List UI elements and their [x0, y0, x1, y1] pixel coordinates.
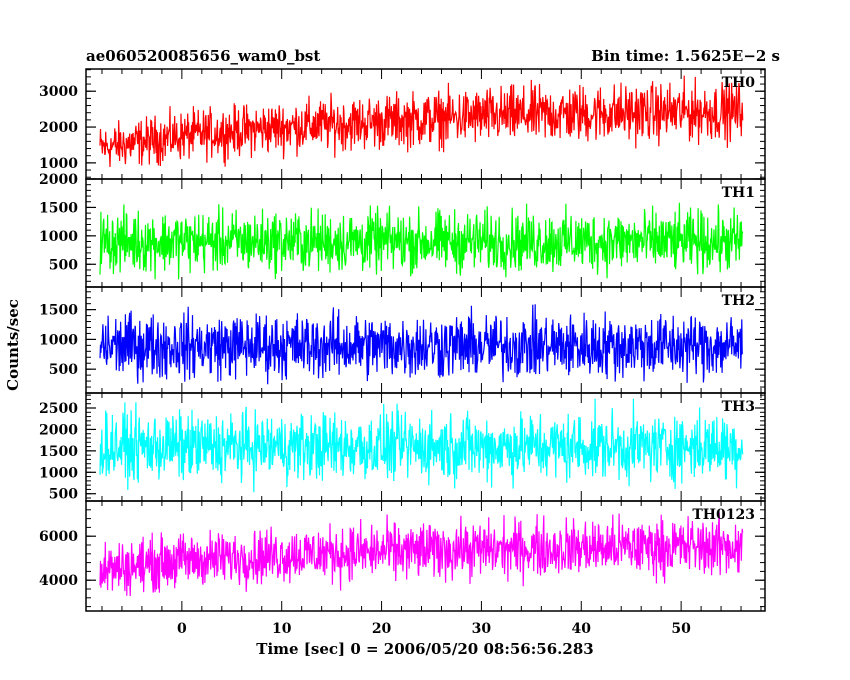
y-tick-label: 500 — [49, 257, 78, 273]
y-tick-label: 500 — [49, 362, 78, 378]
x-tick-label: 10 — [272, 621, 292, 637]
y-tick-label: 1000 — [39, 332, 78, 348]
y-tick-label: 1000 — [39, 465, 78, 481]
y-tick-label: 1500 — [39, 303, 78, 319]
series-line-th1 — [99, 202, 744, 280]
series-line-th2 — [99, 304, 744, 385]
series-line-th3 — [99, 398, 744, 493]
panel-label-th3: TH3 — [722, 399, 755, 415]
y-tick-label: 4000 — [39, 573, 78, 589]
y-tick-label: 6000 — [39, 529, 78, 545]
panel-label-th0: TH0 — [722, 75, 756, 91]
y-tick-label: 1000 — [39, 156, 78, 172]
y-tick-label: 1500 — [39, 444, 78, 460]
series-line-th0123 — [99, 512, 744, 597]
panel-frame — [85, 500, 766, 612]
x-tick-label: 20 — [372, 621, 392, 637]
x-tick-label: 50 — [671, 621, 691, 637]
y-tick-label: 3000 — [39, 84, 78, 100]
panel-th0: 1000 2000 3000 TH0 — [39, 68, 766, 180]
x-tick-label: 30 — [472, 621, 492, 637]
y-tick-label: 500 — [49, 487, 78, 503]
panel-th0123: 4000 6000 TH0123 — [39, 500, 766, 612]
x-tick-label: 40 — [572, 621, 592, 637]
series-line-th0 — [99, 75, 744, 168]
x-axis-label: Time [sec] 0 = 2006/05/20 08:56:56.283 — [256, 640, 593, 658]
chart-title: ae060520085656_wam0_bst — [86, 47, 320, 65]
x-tick-label: 0 — [177, 621, 187, 637]
y-tick-label: 1500 — [39, 200, 78, 216]
y-axis-label: Counts/sec — [4, 299, 22, 391]
bin-time-label: Bin time: 1.5625E−2 s — [591, 47, 780, 65]
panel-label-th1: TH1 — [722, 185, 755, 201]
panel-th2: 500 1000 1500 TH2 — [39, 286, 766, 394]
y-tick-label: 2000 — [39, 422, 78, 438]
panel-label-th2: TH2 — [722, 293, 755, 309]
y-tick-label: 2000 — [39, 172, 78, 188]
panels-group: 100020003000TH0500100015002000TH15001000… — [39, 68, 766, 637]
y-tick-label: 2500 — [39, 401, 78, 417]
y-tick-label: 2000 — [39, 120, 78, 136]
panel-label-th0123: TH0123 — [692, 507, 755, 523]
y-tick-label: 1000 — [39, 229, 78, 245]
panel-th1: 500 1000 1500 2000 TH1 — [39, 172, 766, 288]
panel-th3: 500 1000 1500 2000 2500 TH3 — [39, 392, 766, 503]
